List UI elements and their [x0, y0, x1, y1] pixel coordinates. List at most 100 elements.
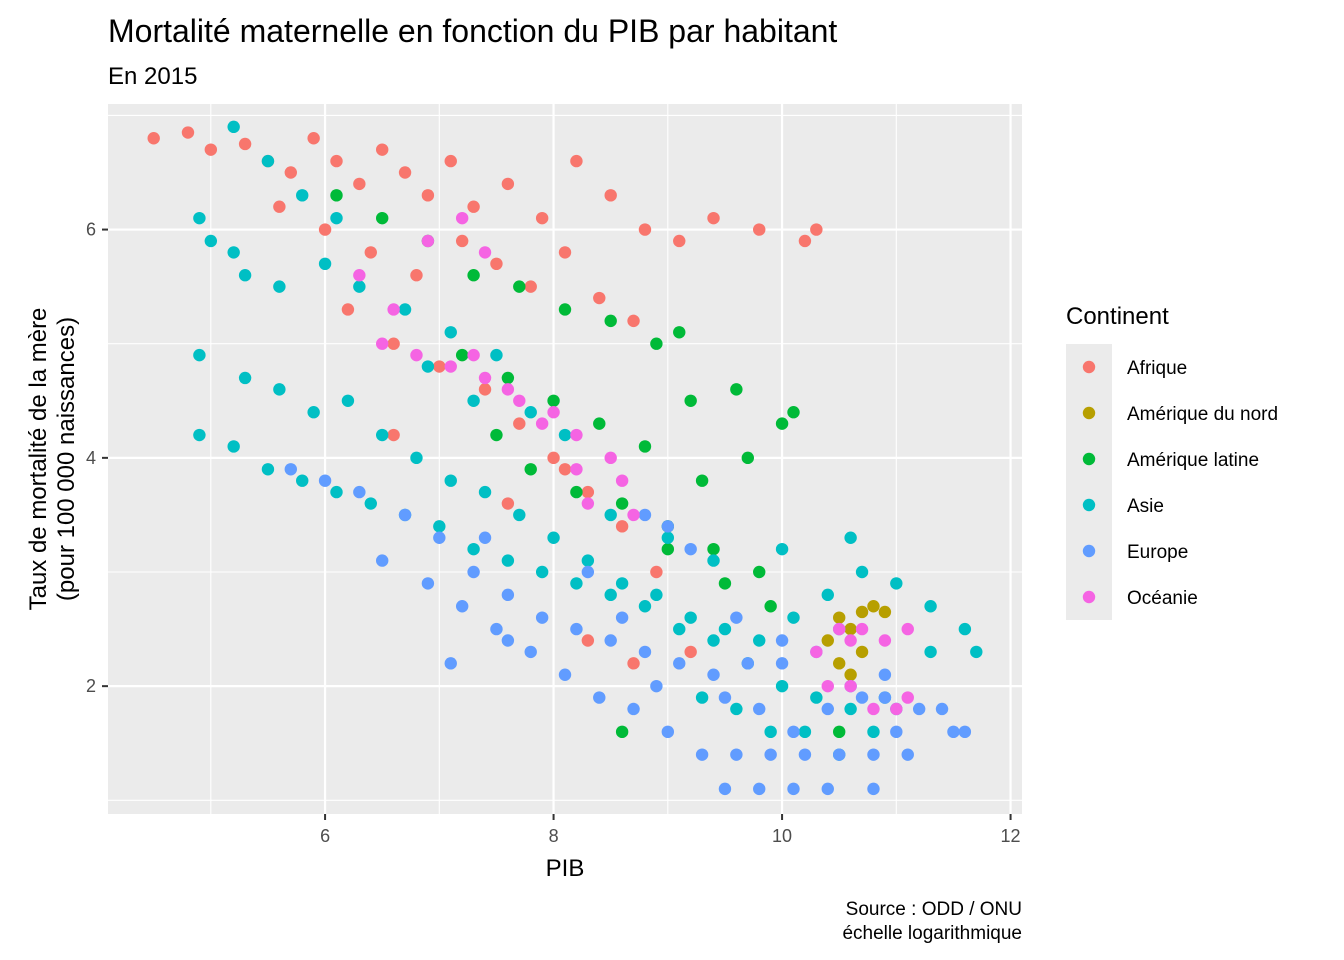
- legend-label-europe: Europe: [1127, 542, 1188, 563]
- legend-title: Continent: [1066, 303, 1169, 330]
- data-point: [924, 645, 937, 659]
- data-point: [238, 137, 252, 151]
- data-point: [376, 554, 389, 567]
- data-point: [890, 725, 903, 739]
- data-point: [615, 474, 629, 487]
- data-point: [638, 645, 652, 659]
- data-point: [627, 657, 640, 670]
- data-point: [570, 463, 583, 476]
- data-point: [227, 246, 240, 259]
- data-point: [673, 622, 686, 636]
- data-point: [581, 634, 595, 647]
- data-point: [855, 565, 869, 579]
- data-point: [958, 622, 972, 636]
- data-point: [615, 725, 629, 739]
- data-point: [193, 211, 206, 225]
- data-point: [695, 474, 709, 487]
- data-point: [455, 234, 469, 248]
- y-tick-label: 4: [86, 448, 96, 468]
- data-point: [547, 405, 560, 419]
- series-asie: [193, 120, 983, 761]
- data-point: [912, 702, 926, 716]
- data-point: [558, 246, 572, 259]
- data-point: [764, 600, 777, 613]
- data-point: [604, 451, 617, 465]
- series-oceanie: [353, 211, 914, 716]
- data-point: [204, 234, 218, 248]
- data-point: [775, 657, 789, 670]
- data-point: [410, 348, 423, 362]
- data-point: [398, 166, 412, 179]
- data-point: [376, 428, 389, 442]
- data-point: [638, 508, 652, 522]
- data-point: [593, 417, 606, 430]
- data-point: [604, 314, 617, 328]
- legend-key-background: [1066, 344, 1112, 620]
- legend-label-amerique-du-nord: Amérique du nord: [1127, 404, 1278, 425]
- data-point: [730, 702, 743, 716]
- data-point: [513, 508, 526, 522]
- data-point: [615, 611, 629, 624]
- data-point: [558, 303, 572, 316]
- data-point: [833, 622, 846, 636]
- data-point: [627, 702, 640, 716]
- data-point: [238, 371, 252, 385]
- data-point: [261, 463, 275, 476]
- data-point: [821, 588, 834, 602]
- data-point: [718, 782, 732, 796]
- data-point: [261, 154, 275, 168]
- y-axis-title-line1: Taux de mortalité de la mère: [25, 308, 52, 611]
- data-point: [501, 371, 515, 385]
- data-point: [227, 440, 240, 453]
- data-point: [673, 234, 686, 248]
- data-point: [753, 565, 766, 579]
- data-point: [444, 657, 457, 670]
- data-point: [570, 577, 583, 590]
- data-point: [307, 405, 320, 419]
- data-point: [467, 200, 480, 213]
- data-point: [798, 725, 812, 739]
- data-point: [341, 303, 355, 316]
- data-point: [501, 634, 515, 647]
- data-point: [775, 417, 789, 430]
- data-point: [421, 234, 435, 248]
- data-point: [901, 748, 914, 761]
- data-point: [867, 782, 880, 796]
- data-point: [524, 463, 537, 476]
- data-point: [855, 605, 869, 619]
- data-point: [410, 451, 423, 465]
- data-point: [570, 154, 583, 168]
- data-point: [570, 622, 583, 636]
- axes: 6 8 10 12 2 4 6: [86, 220, 1021, 846]
- data-point: [410, 269, 423, 282]
- data-point: [181, 126, 195, 139]
- data-point: [707, 668, 720, 681]
- data-point: [455, 211, 469, 225]
- data-point: [901, 691, 914, 704]
- data-point: [787, 782, 800, 796]
- data-point: [775, 679, 789, 693]
- data-point: [455, 348, 469, 362]
- data-point: [547, 451, 560, 465]
- data-point: [753, 223, 766, 236]
- data-point: [810, 645, 823, 659]
- y-tick-label: 6: [86, 220, 96, 240]
- data-point: [421, 189, 435, 202]
- data-point: [753, 782, 766, 796]
- data-point: [650, 679, 663, 693]
- data-point: [501, 588, 515, 602]
- data-point: [558, 668, 572, 681]
- data-point: [535, 611, 549, 624]
- data-point: [650, 565, 663, 579]
- data-point: [650, 337, 663, 350]
- data-point: [604, 189, 617, 202]
- data-point: [581, 565, 595, 579]
- data-point: [878, 668, 892, 681]
- data-point: [627, 314, 640, 328]
- data-point: [844, 622, 857, 636]
- data-point: [444, 326, 457, 339]
- data-point: [650, 588, 663, 602]
- data-point: [330, 154, 343, 168]
- data-point: [467, 348, 480, 362]
